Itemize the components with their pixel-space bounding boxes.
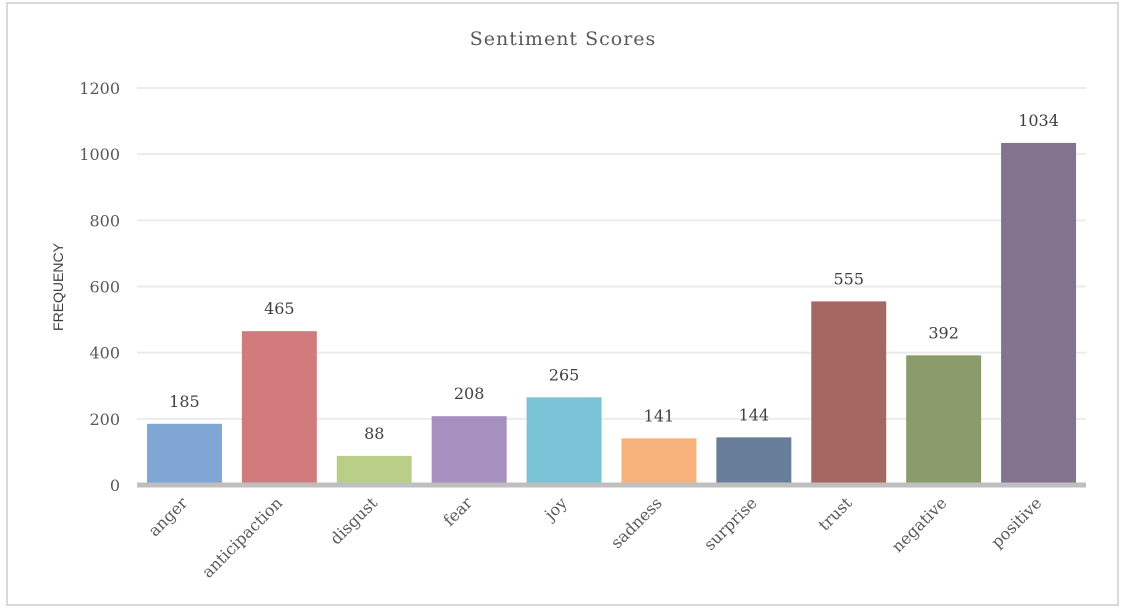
chart-frame bbox=[6, 2, 1119, 606]
bar-disgust bbox=[336, 455, 412, 485]
y-tick-label: 200 bbox=[89, 410, 120, 429]
data-label-joy: 265 bbox=[549, 365, 580, 384]
y-tick-label: 400 bbox=[89, 344, 120, 363]
y-axis-label: FREQUENCY bbox=[50, 242, 66, 331]
y-tick-label: 1000 bbox=[79, 145, 120, 164]
bar-positive bbox=[1001, 142, 1077, 485]
data-labels: 185 465 88 208 265 141 144 555 392 1034 bbox=[169, 111, 1059, 443]
x-tick-label-surprise: surprise bbox=[700, 493, 761, 554]
data-label-fear: 208 bbox=[454, 384, 485, 403]
y-tick-label: 600 bbox=[89, 278, 120, 297]
data-label-disgust: 88 bbox=[364, 424, 384, 443]
x-tick-label-disgust: disgust bbox=[326, 493, 381, 548]
data-label-trust: 555 bbox=[833, 269, 864, 288]
y-tick-labels: 0 200 400 600 800 1000 1200 bbox=[79, 79, 120, 495]
x-tick-label-joy: joy bbox=[539, 493, 571, 525]
bar-fear bbox=[431, 416, 507, 485]
bar-anger bbox=[146, 423, 222, 485]
data-label-anger: 185 bbox=[169, 392, 200, 411]
y-tick-label: 800 bbox=[89, 211, 120, 230]
x-tick-labels: anger anticipaction disgust fear joy sadness s… bbox=[144, 493, 1045, 582]
data-label-anticipaction: 465 bbox=[264, 299, 295, 318]
x-tick-label-trust: trust bbox=[815, 493, 856, 534]
bar-trust bbox=[811, 301, 887, 485]
y-tick-label: 0 bbox=[110, 476, 120, 495]
x-tick-label-negative: negative bbox=[888, 493, 951, 556]
data-label-surprise: 144 bbox=[739, 405, 770, 424]
data-label-sadness: 141 bbox=[644, 406, 675, 425]
x-tick-label-fear: fear bbox=[440, 493, 477, 530]
bars bbox=[146, 142, 1077, 485]
x-tick-label-sadness: sadness bbox=[607, 493, 666, 552]
x-tick-label-anticipaction: anticipaction bbox=[198, 493, 286, 581]
x-tick-label-anger: anger bbox=[144, 493, 191, 540]
bar-negative bbox=[906, 355, 982, 485]
x-tick-label-positive: positive bbox=[987, 493, 1045, 551]
bar-sadness bbox=[621, 438, 697, 485]
bar-joy bbox=[526, 397, 602, 485]
bar-surprise bbox=[716, 437, 792, 485]
bar-anticipaction bbox=[241, 331, 317, 485]
chart-title: Sentiment Scores bbox=[470, 28, 657, 50]
data-label-negative: 392 bbox=[928, 323, 959, 342]
data-label-positive: 1034 bbox=[1018, 111, 1059, 130]
y-tick-label: 1200 bbox=[79, 79, 120, 98]
